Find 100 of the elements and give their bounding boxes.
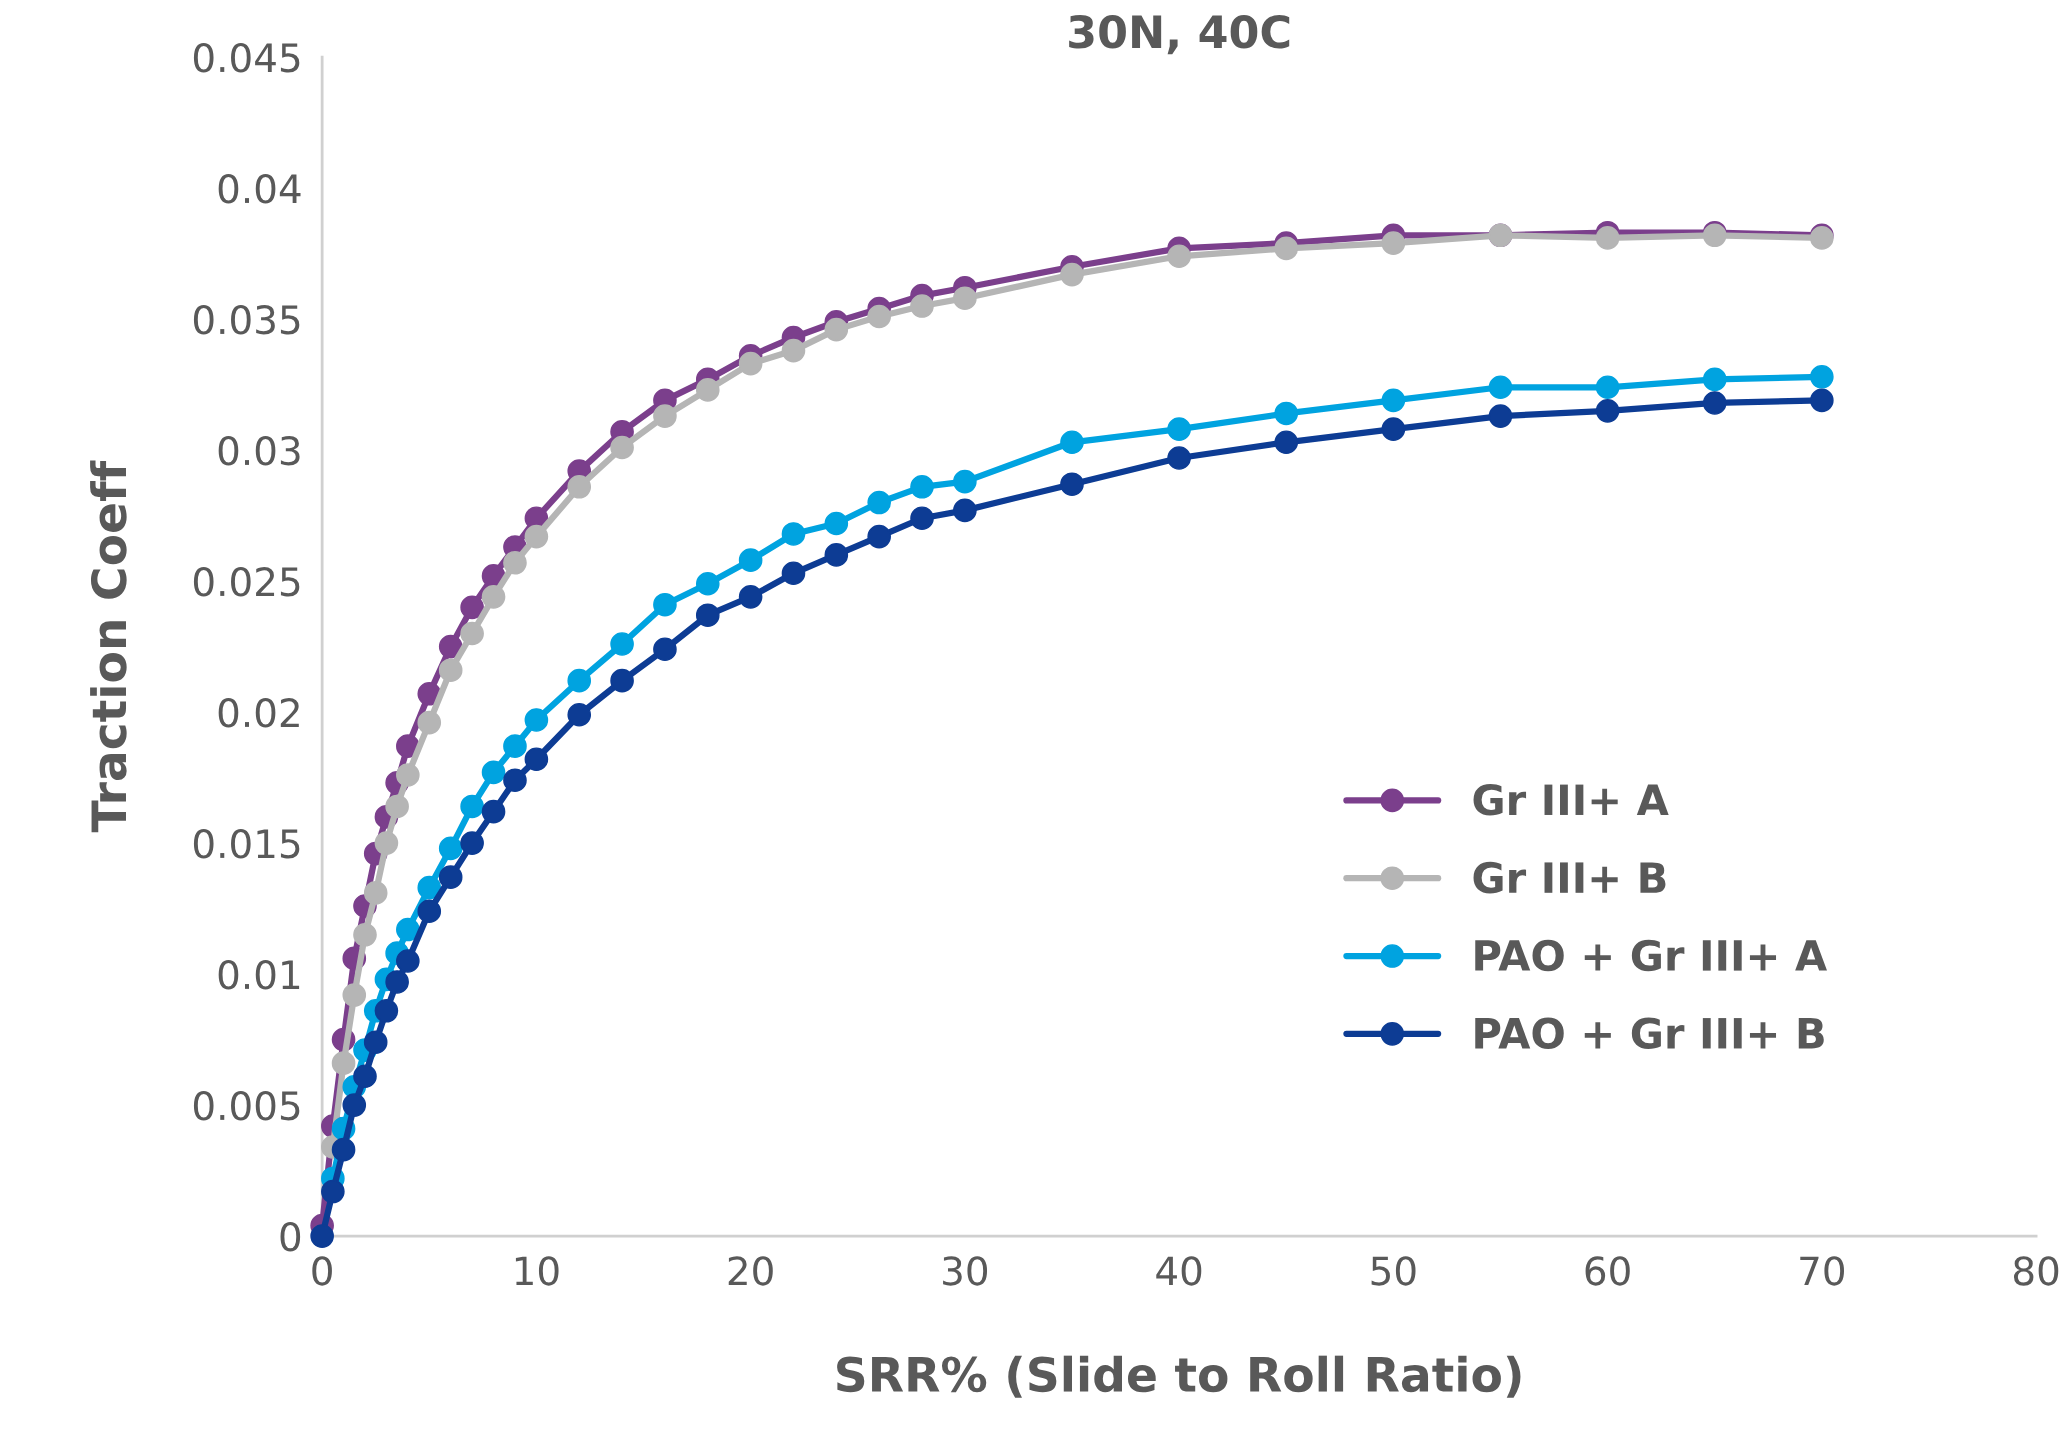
chart-title: 30N, 40C (1069, 14, 1290, 55)
point (438, 836, 463, 861)
point (481, 585, 506, 609)
y-tick-label: 0.025 (193, 567, 300, 597)
point (910, 294, 934, 318)
point (1381, 417, 1406, 441)
y-tick-label: 0.01 (218, 960, 300, 990)
point (363, 881, 388, 905)
point (438, 865, 463, 889)
x-tick-label: 30 (943, 1256, 988, 1286)
y-tick-label: 0.015 (193, 829, 300, 859)
point (1810, 364, 1834, 389)
point (1381, 388, 1406, 413)
point (1702, 367, 1727, 392)
point (342, 1093, 367, 1117)
point (781, 338, 806, 363)
x-tick-label: 10 (515, 1256, 559, 1286)
point (331, 1051, 356, 1075)
point (396, 917, 420, 942)
x-tick-label: 70 (1800, 1256, 1845, 1286)
point (610, 435, 634, 460)
legend-label: PAO + Gr III+ A (1475, 939, 1827, 972)
point (824, 543, 849, 567)
point (953, 469, 977, 494)
y-tick-label: 0.035 (193, 305, 300, 335)
point (953, 286, 977, 310)
point (738, 585, 763, 609)
point (1595, 399, 1620, 423)
point (481, 760, 506, 785)
point (953, 498, 977, 523)
point (910, 506, 934, 531)
y-axis-title: Traction Coeff (90, 460, 127, 833)
point (610, 668, 634, 693)
point (653, 637, 677, 662)
point (353, 1064, 377, 1089)
point (1488, 375, 1513, 400)
x-tick-label: 40 (1156, 1256, 1202, 1286)
x-tick-label: 0 (312, 1256, 332, 1286)
point (1810, 388, 1834, 413)
point (653, 592, 677, 617)
point (481, 799, 506, 824)
point (1060, 262, 1084, 287)
point (738, 548, 763, 572)
y-tick-label: 0.005 (193, 1091, 300, 1121)
point (1167, 417, 1191, 441)
point (342, 983, 367, 1007)
point (460, 831, 484, 855)
x-axis-title: SRR% (Slide to Roll Ratio) (837, 1355, 1521, 1398)
point (460, 621, 484, 646)
point (374, 998, 399, 1023)
point (1167, 244, 1191, 269)
point (610, 632, 634, 656)
point (567, 702, 592, 727)
point (460, 794, 484, 819)
point (1274, 401, 1299, 426)
point (524, 708, 549, 732)
point (396, 763, 420, 787)
point (417, 899, 442, 924)
point (1274, 430, 1299, 455)
point (321, 1179, 345, 1204)
y-tick-label: 0.04 (218, 174, 301, 204)
point (503, 550, 527, 575)
point (1702, 391, 1727, 415)
point (781, 522, 806, 546)
point (1274, 236, 1299, 261)
point (695, 571, 720, 596)
x-tick-label: 60 (1585, 1256, 1630, 1286)
point (385, 970, 409, 994)
point (567, 668, 592, 693)
legend-label: Gr III+ B (1473, 861, 1666, 894)
point (867, 304, 891, 329)
point (781, 561, 806, 586)
point (503, 768, 527, 793)
point (1060, 472, 1084, 496)
point (417, 875, 442, 900)
point (438, 634, 463, 659)
point (867, 524, 891, 549)
point (524, 524, 549, 549)
point (1060, 430, 1084, 455)
point (503, 734, 527, 758)
point (695, 603, 720, 627)
point (567, 475, 592, 499)
point (910, 475, 934, 499)
y-tick-label: 0.02 (218, 698, 299, 728)
point (363, 1030, 388, 1055)
x-tick-label: 80 (2013, 1256, 2059, 1286)
point (695, 378, 720, 402)
point (867, 490, 891, 515)
y-tick-label: 0.03 (218, 436, 300, 466)
y-tick-label: 0 (280, 1222, 301, 1252)
point (524, 747, 549, 772)
point (310, 1224, 334, 1248)
point (1488, 404, 1513, 428)
point (331, 1137, 356, 1162)
point (460, 595, 484, 620)
point (824, 317, 849, 342)
y-tick-label: 0.045 (193, 43, 300, 73)
point (353, 922, 377, 947)
point (438, 658, 463, 683)
point (824, 511, 849, 536)
